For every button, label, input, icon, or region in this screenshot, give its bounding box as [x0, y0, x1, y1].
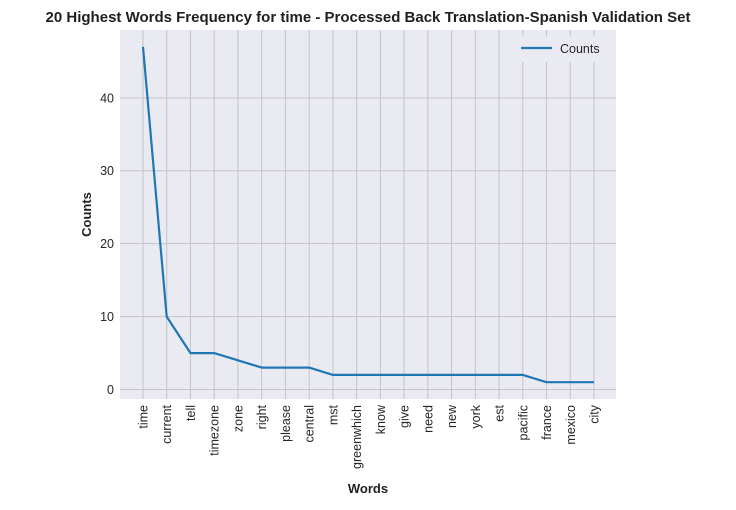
plot-area — [120, 30, 616, 399]
x-tick-label-time: time — [137, 405, 151, 429]
x-axis-ticks: time current tell timezone zone right please ce… — [137, 404, 602, 469]
x-tick-label-please: please — [279, 405, 293, 442]
x-tick-label-mexico: mexico — [564, 405, 578, 445]
x-tick-label-current: current — [160, 404, 174, 443]
x-tick-label-need: need — [421, 405, 435, 433]
x-tick-label-central: central — [303, 405, 317, 443]
x-tick-label-give: give — [398, 405, 412, 428]
x-tick-label-city: city — [588, 404, 602, 424]
y-tick-label-4: 40 — [100, 91, 114, 105]
x-tick-label-zone: zone — [231, 405, 245, 432]
legend: Counts — [512, 36, 610, 62]
chart-title: 20 Highest Words Frequency for time - Pr… — [46, 9, 691, 26]
y-tick-label-2: 20 — [100, 237, 114, 251]
y-tick-label-1: 10 — [100, 310, 114, 324]
x-tick-label-right: right — [255, 404, 269, 429]
x-tick-label-tell: tell — [184, 405, 198, 421]
x-tick-label-greenwhich: greenwhich — [350, 405, 364, 469]
x-tick-label-pacific: pacific — [516, 405, 530, 440]
x-tick-label-france: france — [540, 405, 554, 440]
x-tick-label-est: est — [493, 404, 507, 421]
legend-label-counts: Counts — [560, 42, 600, 56]
x-tick-label-new: new — [445, 404, 459, 428]
x-tick-label-timezone: timezone — [208, 405, 222, 456]
y-axis-label: Counts — [79, 192, 94, 237]
x-axis-label: Words — [348, 481, 388, 496]
y-tick-label-0: 0 — [107, 383, 114, 397]
x-tick-label-mst: mst — [326, 404, 340, 425]
y-axis-ticks: 0 10 20 30 40 — [100, 91, 114, 397]
y-tick-label-3: 30 — [100, 164, 114, 178]
x-tick-label-york: york — [469, 404, 483, 428]
x-tick-label-know: know — [374, 404, 388, 434]
